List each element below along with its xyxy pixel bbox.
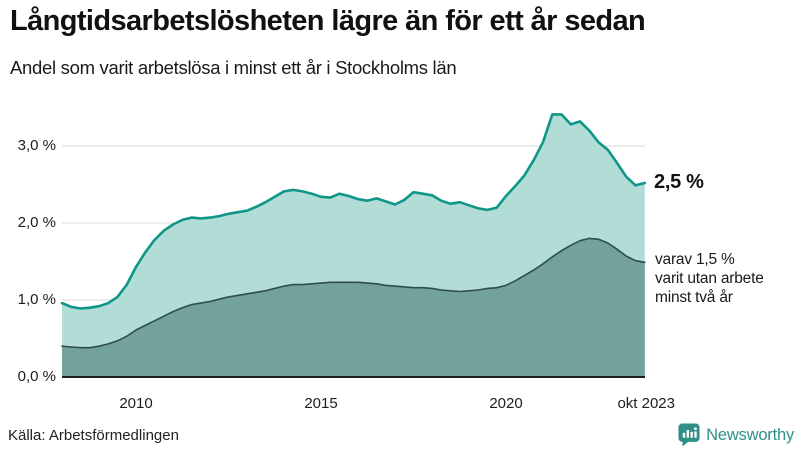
area-unemployed-two-years	[62, 238, 645, 377]
x-tick-label: 2020	[489, 395, 523, 412]
newsworthy-logo-text: Newsworthy	[706, 425, 794, 444]
newsworthy-logo-icon	[678, 423, 700, 447]
y-tick-label: 2,0 %	[17, 214, 56, 231]
line-unemployed-two-years	[61, 237, 646, 349]
annotation-subset-line: minst två år	[655, 289, 733, 306]
annotation-subset-line: varit utan arbete	[655, 270, 764, 287]
y-tick-label: 3,0 %	[17, 137, 56, 154]
annotation-latest-value: 2,5 %	[654, 171, 704, 193]
line-unemployed-one-year	[60, 113, 647, 310]
x-tick-label: okt 2023	[617, 395, 675, 412]
annotation-subset: varav 1,5 % varit utan arbete minst två …	[655, 250, 764, 307]
chart-subtitle: Andel som varit arbetslösa i minst ett å…	[10, 57, 457, 78]
newsworthy-logo[interactable]: Newsworthy	[678, 423, 794, 447]
source-label: Källa: Arbetsförmedlingen	[8, 427, 179, 444]
y-tick-label: 0,0 %	[17, 368, 56, 385]
x-tick-label: 2010	[119, 395, 153, 412]
x-tick-label: 2015	[304, 395, 338, 412]
y-tick-label: 1,0 %	[17, 291, 56, 308]
annotation-subset-line: varav 1,5 %	[655, 251, 735, 268]
chart-title: Långtidsarbetslösheten lägre än för ett …	[10, 5, 646, 37]
